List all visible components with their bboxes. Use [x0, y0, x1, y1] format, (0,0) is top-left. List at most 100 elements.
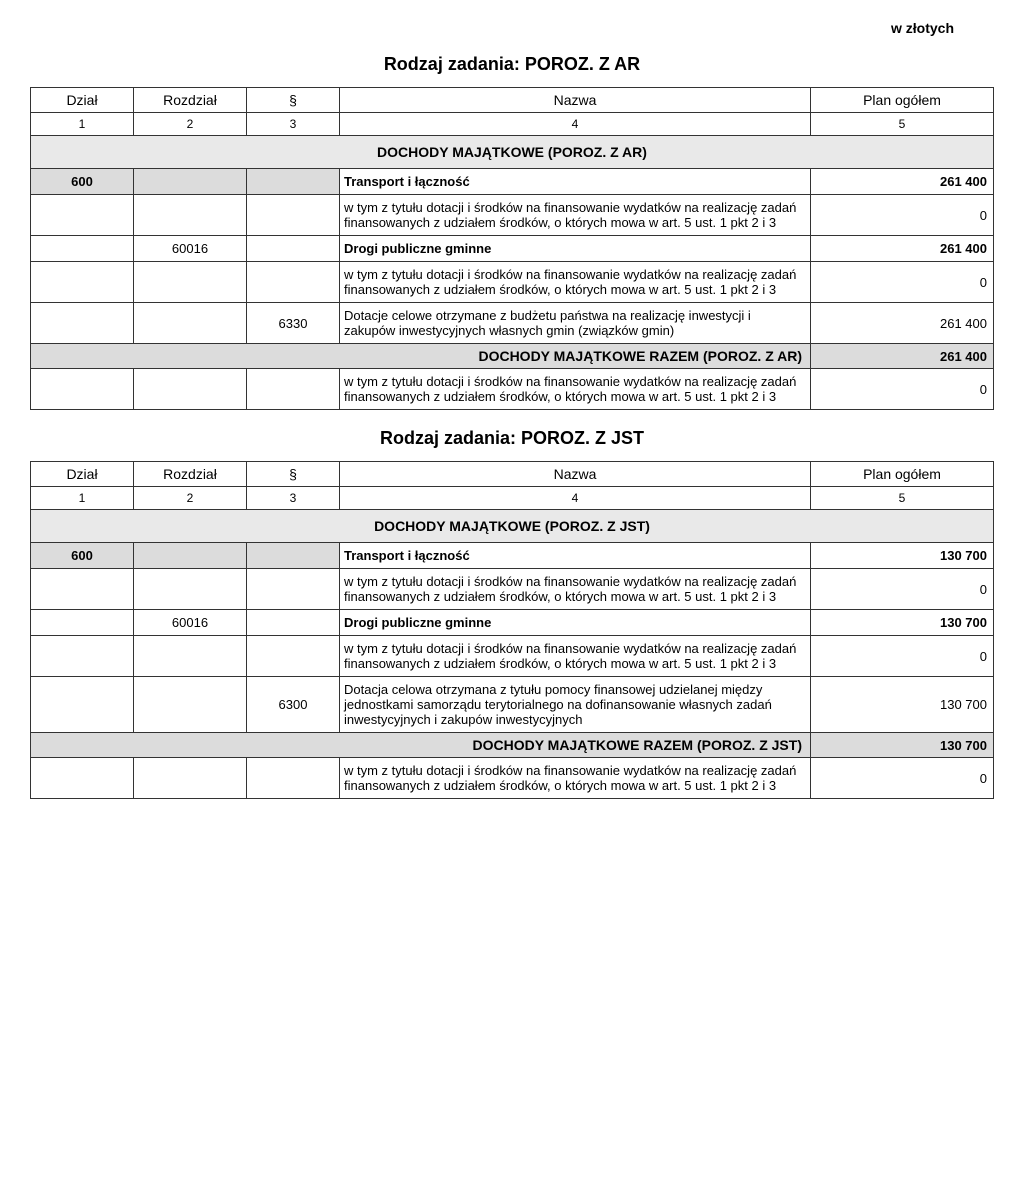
col-header-par: § [247, 88, 340, 113]
cell-empty [31, 758, 134, 799]
sum-note-value: 0 [811, 369, 994, 410]
cell-plan: 130 700 [811, 677, 994, 733]
section-title: Rodzaj zadania: POROZ. Z AR [30, 54, 994, 75]
cell-rozdz: 60016 [134, 610, 247, 636]
cell-dzial [31, 636, 134, 677]
budget-table: DziałRozdział§NazwaPlan ogółem12345DOCHO… [30, 461, 994, 799]
table-row: 6330Dotacje celowe otrzymane z budżetu p… [31, 303, 994, 344]
cell-dzial [31, 195, 134, 236]
budget-table: DziałRozdział§NazwaPlan ogółem12345DOCHO… [30, 87, 994, 410]
cell-rozdz [134, 169, 247, 195]
cell-par [247, 610, 340, 636]
cell-par [247, 543, 340, 569]
cell-rozdz [134, 677, 247, 733]
section-title: Rodzaj zadania: POROZ. Z JST [30, 428, 994, 449]
table-row: w tym z tytułu dotacji i środków na fina… [31, 195, 994, 236]
cell-plan: 261 400 [811, 169, 994, 195]
cell-dzial [31, 610, 134, 636]
cell-nazwa: Dotacja celowa otrzymana z tytułu pomocy… [340, 677, 811, 733]
col-number: 4 [340, 113, 811, 136]
col-number: 1 [31, 487, 134, 510]
cell-empty [134, 758, 247, 799]
cell-par [247, 169, 340, 195]
sum-value: 130 700 [811, 733, 994, 758]
cell-par: 6300 [247, 677, 340, 733]
cell-nazwa: Transport i łączność [340, 543, 811, 569]
cell-nazwa: w tym z tytułu dotacji i środków na fina… [340, 636, 811, 677]
col-header-plan: Plan ogółem [811, 88, 994, 113]
cell-empty [247, 758, 340, 799]
col-header-rozdzial: Rozdział [134, 462, 247, 487]
group-header: DOCHODY MAJĄTKOWE (POROZ. Z AR) [31, 136, 994, 169]
table-row: w tym z tytułu dotacji i środków na fina… [31, 636, 994, 677]
col-header-nazwa: Nazwa [340, 88, 811, 113]
col-header-par: § [247, 462, 340, 487]
col-header-dzial: Dział [31, 88, 134, 113]
cell-par [247, 636, 340, 677]
cell-rozdz [134, 569, 247, 610]
cell-dzial [31, 569, 134, 610]
cell-rozdz [134, 303, 247, 344]
cell-plan: 0 [811, 262, 994, 303]
group-header: DOCHODY MAJĄTKOWE (POROZ. Z JST) [31, 510, 994, 543]
cell-plan: 0 [811, 195, 994, 236]
cell-dzial [31, 677, 134, 733]
table-row: 600 Transport i łączność130 700 [31, 543, 994, 569]
cell-nazwa: Dotacje celowe otrzymane z budżetu państ… [340, 303, 811, 344]
cell-rozdz [134, 262, 247, 303]
cell-par [247, 262, 340, 303]
cell-par: 6330 [247, 303, 340, 344]
cell-rozdz [134, 636, 247, 677]
cell-dzial [31, 303, 134, 344]
sum-note-value: 0 [811, 758, 994, 799]
col-number: 2 [134, 487, 247, 510]
cell-plan: 0 [811, 569, 994, 610]
currency-note: w złotych [30, 20, 954, 36]
cell-rozdz: 60016 [134, 236, 247, 262]
col-number: 2 [134, 113, 247, 136]
cell-dzial [31, 262, 134, 303]
cell-par [247, 569, 340, 610]
cell-empty [134, 369, 247, 410]
cell-par [247, 195, 340, 236]
sum-note: w tym z tytułu dotacji i środków na fina… [340, 758, 811, 799]
col-header-dzial: Dział [31, 462, 134, 487]
cell-dzial: 600 [31, 169, 134, 195]
cell-dzial: 600 [31, 543, 134, 569]
table-row: 6300Dotacja celowa otrzymana z tytułu po… [31, 677, 994, 733]
col-number: 4 [340, 487, 811, 510]
cell-nazwa: w tym z tytułu dotacji i środków na fina… [340, 262, 811, 303]
cell-nazwa: Drogi publiczne gminne [340, 610, 811, 636]
col-number: 3 [247, 113, 340, 136]
col-header-nazwa: Nazwa [340, 462, 811, 487]
cell-plan: 0 [811, 636, 994, 677]
cell-plan: 130 700 [811, 610, 994, 636]
cell-nazwa: w tym z tytułu dotacji i środków na fina… [340, 195, 811, 236]
sum-note: w tym z tytułu dotacji i środków na fina… [340, 369, 811, 410]
col-number: 1 [31, 113, 134, 136]
cell-empty [247, 369, 340, 410]
table-row: 600 Transport i łączność261 400 [31, 169, 994, 195]
col-number: 5 [811, 487, 994, 510]
cell-empty [31, 369, 134, 410]
sum-value: 261 400 [811, 344, 994, 369]
cell-par [247, 236, 340, 262]
sum-label: DOCHODY MAJĄTKOWE RAZEM (POROZ. Z JST) [31, 733, 811, 758]
cell-nazwa: Transport i łączność [340, 169, 811, 195]
table-row: 60016Drogi publiczne gminne261 400 [31, 236, 994, 262]
cell-rozdz [134, 543, 247, 569]
cell-rozdz [134, 195, 247, 236]
cell-nazwa: Drogi publiczne gminne [340, 236, 811, 262]
sum-label: DOCHODY MAJĄTKOWE RAZEM (POROZ. Z AR) [31, 344, 811, 369]
table-row: w tym z tytułu dotacji i środków na fina… [31, 569, 994, 610]
col-number: 3 [247, 487, 340, 510]
cell-dzial [31, 236, 134, 262]
cell-nazwa: w tym z tytułu dotacji i środków na fina… [340, 569, 811, 610]
col-header-plan: Plan ogółem [811, 462, 994, 487]
cell-plan: 261 400 [811, 303, 994, 344]
col-number: 5 [811, 113, 994, 136]
cell-plan: 130 700 [811, 543, 994, 569]
table-row: 60016 Drogi publiczne gminne130 700 [31, 610, 994, 636]
col-header-rozdzial: Rozdział [134, 88, 247, 113]
table-row: w tym z tytułu dotacji i środków na fina… [31, 262, 994, 303]
